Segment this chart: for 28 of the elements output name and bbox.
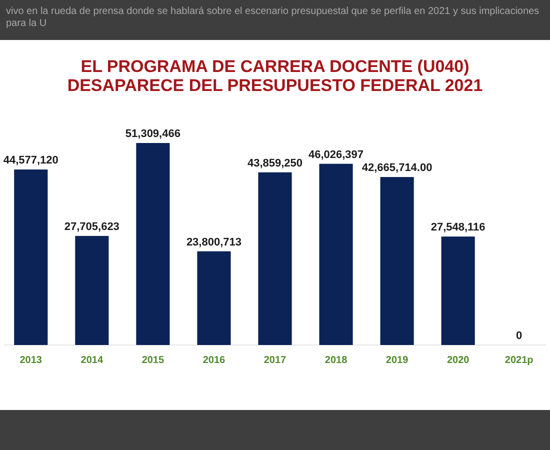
x-tick-label: 2021p — [504, 355, 534, 366]
data-label: 42,665,714.00 — [362, 162, 432, 174]
x-tick-label: 2014 — [80, 355, 104, 366]
bar — [319, 164, 353, 345]
x-tick-label: 2016 — [202, 355, 226, 366]
bar — [258, 172, 292, 345]
data-label: 0 — [516, 330, 522, 342]
x-tick-label: 2020 — [446, 355, 470, 366]
bar — [380, 177, 414, 345]
bar — [441, 236, 475, 345]
chart-title: EL PROGRAMA DE CARRERA DOCENTE (U040) DESAPARECE DEL PRESUPUESTO FEDERAL 2021 — [67, 57, 483, 95]
data-label: 27,705,623 — [64, 220, 120, 233]
x-tick-label: 2015 — [142, 355, 164, 366]
data-label: 43,859,250 — [247, 157, 303, 170]
x-tick-label: 2013 — [20, 355, 42, 366]
data-label: 51,309,466 — [125, 128, 180, 140]
text: vivo en la rueda de prensa donde se hablará sobre el escenario presupuestal que se perfila en 2021 y sus implicaciones para la U — [6, 6, 540, 30]
data-label: 27,548,116 — [430, 222, 486, 234]
bar — [136, 143, 170, 345]
bar — [75, 236, 109, 345]
x-tick-label: 2017 — [264, 355, 287, 366]
data-label: 46,026,397 — [308, 148, 364, 161]
bar — [197, 251, 231, 345]
data-label: 23,800,713 — [186, 236, 242, 248]
x-tick-label: 2018 — [324, 355, 348, 366]
bar — [14, 170, 48, 345]
x-tick-label: 2019 — [386, 355, 409, 366]
data-label: 44,577,120 — [3, 154, 58, 167]
